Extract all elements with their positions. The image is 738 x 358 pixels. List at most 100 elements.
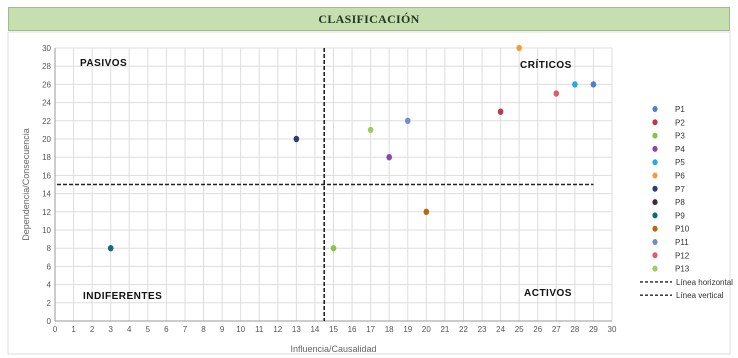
- point-p2: [497, 108, 504, 115]
- point-p1: [590, 81, 597, 88]
- point-p13: [367, 126, 374, 134]
- chart-frame: [7, 31, 731, 355]
- x-tick-label: 30: [608, 325, 617, 334]
- legend-marker: [652, 145, 658, 152]
- x-tick-label: 19: [403, 325, 412, 334]
- y-tick-label: 18: [42, 153, 51, 162]
- legend-marker: [652, 106, 658, 112]
- quadrant-label: INDIFERENTES: [83, 291, 162, 302]
- point-p4: [386, 154, 393, 161]
- reference-lines: [57, 48, 594, 321]
- x-tick-label: 3: [108, 325, 113, 334]
- legend: P1 P2 P3 P4 P5 P6 P7 P8 P9 P10 P11 P12 P13 Línea hori…: [640, 105, 733, 300]
- x-tick-label: 14: [310, 325, 319, 334]
- x-tick-label: 4: [127, 325, 132, 334]
- y-tick-label: 16: [42, 171, 51, 180]
- y-tick-label: 0: [47, 317, 52, 326]
- legend-marker: [652, 159, 658, 166]
- y-tick-label: 10: [42, 226, 51, 235]
- legend-label: P9: [675, 211, 685, 220]
- legend-label: P1: [675, 105, 685, 114]
- y-tick-label: 22: [42, 117, 51, 126]
- point-p6: [516, 44, 522, 52]
- legend-label: P4: [675, 145, 685, 154]
- legend-label: P13: [675, 265, 690, 274]
- legend-marker: [652, 172, 658, 179]
- point-p11: [404, 117, 411, 125]
- legend-marker: [652, 119, 658, 126]
- legend-marker: [652, 252, 658, 259]
- x-tick-label: 29: [589, 325, 598, 334]
- quadrant-labels: PASIVOS CRÍTICOS INDIFERENTES ACTIVOS: [80, 58, 572, 302]
- quadrant-label: ACTIVOS: [524, 288, 572, 299]
- data-points: [107, 44, 597, 252]
- y-tick-label: 12: [42, 208, 51, 217]
- point-p5: [572, 81, 578, 88]
- x-tick-label: 0: [53, 325, 58, 334]
- y-axis-title: Dependencia/Consecuencia: [21, 128, 31, 241]
- point-p12: [553, 90, 560, 97]
- legend-marker: [652, 185, 658, 192]
- y-tick-label: 26: [42, 80, 51, 89]
- legend-label: P2: [675, 118, 685, 127]
- y-tick-label: 14: [42, 190, 51, 199]
- point-p3: [330, 245, 337, 252]
- y-tick-label: 8: [47, 244, 52, 253]
- y-tick-label: 4: [47, 281, 52, 290]
- x-tick-label: 6: [164, 325, 169, 334]
- x-tick-label: 16: [348, 325, 357, 334]
- x-tick-label: 13: [292, 325, 301, 334]
- x-tick-label: 23: [478, 325, 487, 334]
- x-tick-label: 8: [201, 325, 206, 334]
- legend-label: P10: [675, 225, 690, 234]
- x-tick-label: 1: [71, 325, 76, 334]
- x-tick-label: 17: [366, 325, 375, 334]
- legend-marker: [652, 199, 658, 206]
- legend-label: P12: [675, 251, 690, 260]
- point-p7: [293, 135, 300, 143]
- legend-label: P8: [675, 198, 685, 207]
- legend-label: P3: [675, 132, 685, 141]
- y-tick-label: 20: [42, 135, 51, 144]
- x-tick-label: 22: [459, 325, 468, 334]
- x-tick-label: 24: [496, 325, 505, 334]
- legend-label: P7: [675, 185, 685, 194]
- legend-label: Línea vertical: [676, 291, 724, 300]
- x-tick-label: 11: [255, 325, 264, 334]
- legend-label: Línea horizontal: [676, 278, 733, 287]
- x-tick-label: 5: [146, 325, 151, 334]
- chart-title: CLASIFICACIÓN: [318, 11, 420, 26]
- x-tick-label: 26: [533, 325, 542, 334]
- point-p9: [107, 245, 114, 252]
- legend-marker: [652, 212, 658, 219]
- x-tick-label: 12: [273, 325, 282, 334]
- quadrant-label: CRÍTICOS: [520, 58, 572, 71]
- x-tick-label: 2: [90, 325, 95, 334]
- legend-marker: [652, 225, 658, 232]
- legend-marker: [652, 265, 658, 272]
- x-tick-label: 20: [422, 325, 431, 334]
- x-tick-label: 18: [385, 325, 394, 334]
- legend-marker: [652, 132, 658, 139]
- legend-label: P5: [675, 158, 685, 167]
- x-tick-label: 25: [515, 325, 524, 334]
- legend-marker: [652, 239, 658, 245]
- legend-label: P11: [675, 238, 689, 247]
- x-tick-label: 15: [329, 325, 338, 334]
- x-tick-label: 28: [570, 325, 579, 334]
- legend-label: P6: [675, 172, 685, 181]
- x-tick-label: 10: [236, 325, 245, 334]
- quadrant-label: PASIVOS: [80, 58, 127, 69]
- x-tick-label: 9: [220, 325, 225, 334]
- y-tick-label: 6: [47, 262, 52, 271]
- chart-title-bar: CLASIFICACIÓN: [8, 7, 730, 31]
- point-p10: [423, 208, 430, 215]
- y-tick-label: 24: [42, 99, 51, 108]
- x-tick-label: 27: [552, 325, 561, 334]
- x-tick-label: 7: [183, 325, 188, 334]
- x-tick-label: 21: [440, 325, 449, 334]
- x-axis-title: Influencia/Causalidad: [290, 344, 376, 354]
- axes: 0 1 2 3 4 5 6 7 8 9 10 11 12 13 14 15 16 17 18 19 20 21 22 23 24…: [21, 44, 617, 354]
- y-tick-label: 2: [47, 299, 52, 308]
